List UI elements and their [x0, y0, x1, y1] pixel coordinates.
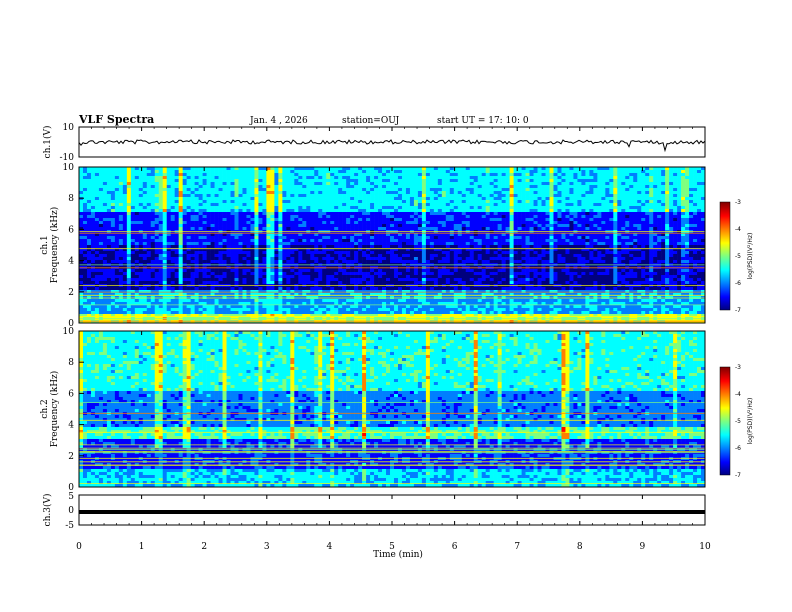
- x-tick-label: 2: [201, 542, 207, 552]
- ch1-ytick-label: 4: [68, 257, 74, 267]
- ch3-waveform-ylabel: ch.3(V): [42, 494, 53, 527]
- ch2-colorbar-tick-6: -6: [735, 445, 741, 452]
- ch1-colorbar-tick-7: -7: [735, 307, 741, 314]
- ch2-spectrogram-ylabel-channel: ch.2: [40, 399, 50, 418]
- ch1-ytick-label: 2: [68, 288, 74, 298]
- x-tick-label: 10: [699, 542, 711, 552]
- x-axis-label: Time (min): [373, 549, 423, 560]
- ch1-ytick-top: 10: [63, 123, 75, 133]
- ch1-waveform-line: [79, 140, 705, 150]
- x-tick-label: 7: [514, 542, 520, 552]
- ch2-ytick-label: 2: [68, 452, 74, 462]
- ch1-spectrogram-image: [79, 167, 705, 323]
- ch2-spectrogram-image: [79, 331, 705, 487]
- ch3-ytick-bottom: -5: [65, 521, 74, 531]
- ch1-spectrogram-ylabel-channel: ch.1: [40, 235, 50, 254]
- ch1-colorbar: [720, 202, 730, 310]
- ch1-waveform-ylabel: ch.1(V): [42, 126, 53, 159]
- ch1-ytick-label: 6: [68, 225, 74, 235]
- ch2-colorbar: [720, 367, 730, 475]
- ch2-ytick-label: 6: [68, 389, 74, 399]
- ch2-colorbar-tick-3: -3: [735, 364, 741, 371]
- ch1-ytick-bottom: -10: [60, 153, 75, 163]
- ch2-colorbar-tick-7: -7: [735, 472, 741, 479]
- header-station: station=OUJ: [342, 116, 400, 126]
- x-tick-label: 6: [452, 542, 458, 552]
- x-tick-label: 3: [264, 542, 270, 552]
- ch1-colorbar-tick-3: -3: [735, 199, 741, 206]
- x-tick-label: 1: [139, 542, 145, 552]
- ch1-colorbar-tick-6: -6: [735, 280, 741, 287]
- ch2-colorbar-label: log(PSD)(V²/Hz): [747, 398, 754, 445]
- ch2-spectrogram-ylabel-frequency: Frequency (kHz): [49, 371, 60, 448]
- ch1-colorbar-tick-5: -5: [735, 253, 741, 260]
- x-tick-label: 4: [327, 542, 333, 552]
- ch2-ytick-label: 4: [68, 421, 74, 431]
- ch2-colorbar-tick-5: -5: [735, 418, 741, 425]
- x-tick-label: 0: [76, 542, 82, 552]
- ch1-ytick-label: 10: [63, 163, 75, 173]
- ch1-ytick-label: 8: [68, 194, 74, 204]
- x-tick-label: 8: [577, 542, 583, 552]
- header-start-time: start UT = 17: 10: 0: [437, 116, 529, 126]
- ch1-colorbar-label: log(PSD)(V²/Hz): [747, 233, 754, 280]
- ch1-colorbar-tick-4: -4: [735, 226, 741, 233]
- ch3-ytick-mid: 0: [68, 506, 74, 516]
- ch3-ytick-top: 5: [68, 492, 74, 502]
- header-date: Jan. 4 , 2026: [249, 116, 308, 126]
- ch2-colorbar-tick-4: -4: [735, 391, 741, 398]
- x-tick-label: 9: [640, 542, 646, 552]
- figure-title: VLF Spectra: [78, 113, 154, 126]
- ch1-spectrogram-ylabel-frequency: Frequency (kHz): [49, 207, 60, 284]
- ch2-ytick-label: 10: [63, 327, 75, 337]
- ch2-ytick-label: 8: [68, 358, 74, 368]
